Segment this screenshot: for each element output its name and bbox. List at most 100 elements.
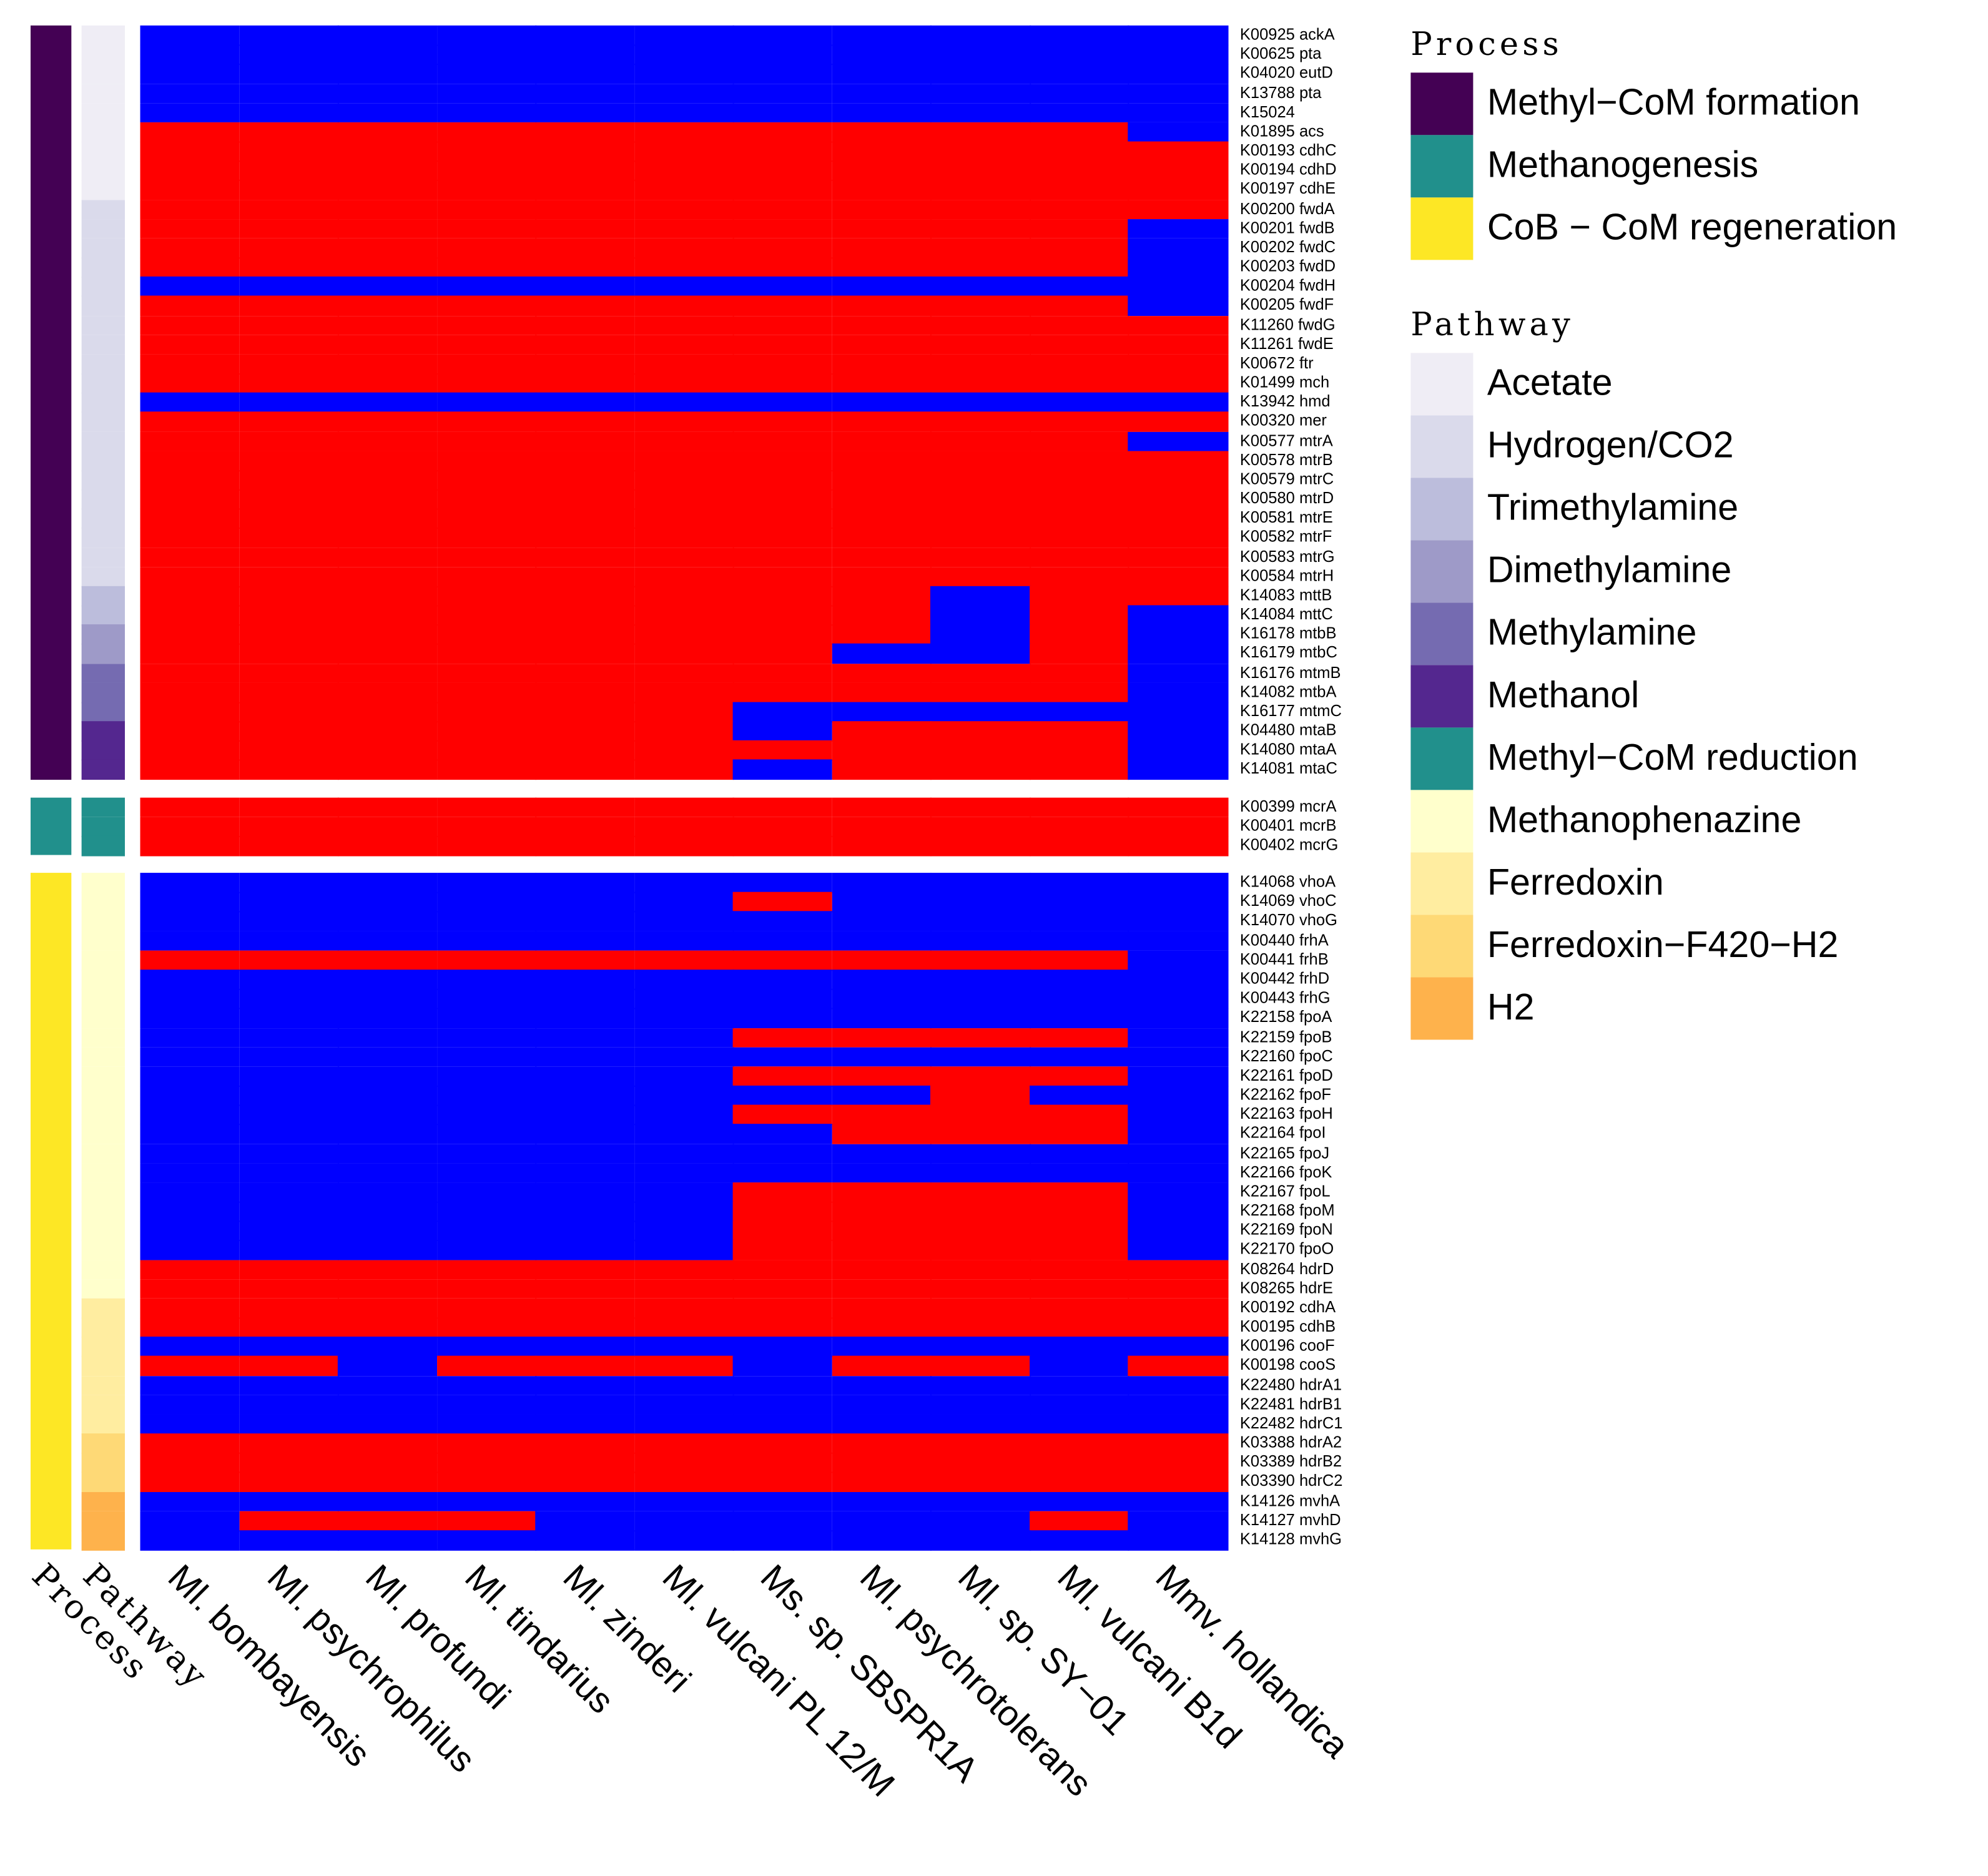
heatmap-cell	[1128, 277, 1228, 297]
heatmap-cell	[634, 911, 734, 932]
heatmap-cell	[436, 682, 536, 703]
pathway-annotation-cell	[81, 931, 125, 951]
heatmap-cell	[338, 644, 438, 664]
heatmap-cell	[1029, 141, 1129, 162]
heatmap-cell	[140, 950, 240, 971]
heatmap-cell	[1029, 1279, 1129, 1299]
row-label: K04020 eutD	[1239, 64, 1333, 82]
heatmap-cell	[338, 721, 438, 742]
legend-swatch	[1410, 478, 1474, 541]
heatmap-cell	[140, 1530, 240, 1551]
heatmap-cell	[634, 373, 734, 394]
heatmap-cell	[1128, 797, 1228, 818]
pathway-annotation-cell	[81, 1240, 125, 1260]
heatmap-cell	[1029, 586, 1129, 606]
heatmap-cell	[1128, 1337, 1228, 1357]
row-label: K00441 frhB	[1239, 950, 1329, 968]
row-label: K00580 mtrD	[1239, 489, 1334, 508]
heatmap-cell	[733, 1124, 833, 1145]
heatmap-cell	[634, 1530, 734, 1551]
heatmap-cell	[140, 315, 240, 336]
heatmap-cell	[1029, 931, 1129, 951]
heatmap-cell	[436, 238, 536, 258]
row-label: K01499 mch	[1239, 373, 1330, 391]
pathway-annotation-cell	[81, 354, 125, 375]
heatmap-cell	[832, 1008, 932, 1029]
heatmap-cell	[1029, 873, 1129, 893]
heatmap-cell	[1128, 1453, 1228, 1473]
row-label: K00196 cooF	[1239, 1337, 1335, 1355]
heatmap-cell	[535, 122, 636, 142]
heatmap-cell	[436, 644, 536, 664]
heatmap-cell	[1029, 1182, 1129, 1202]
process-annotation-cell	[30, 797, 72, 855]
heatmap-cell	[832, 528, 932, 548]
heatmap-cell	[930, 702, 1031, 722]
heatmap-cell	[930, 1066, 1031, 1087]
heatmap-cell	[140, 277, 240, 297]
heatmap-cell	[436, 44, 536, 65]
heatmap-cell	[338, 816, 438, 837]
heatmap-cell	[733, 431, 833, 452]
heatmap-cell	[239, 1356, 339, 1377]
heatmap-cell	[634, 1028, 734, 1048]
pathway-annotation-cell	[81, 950, 125, 971]
heatmap-cell	[930, 469, 1031, 491]
heatmap-cell	[1128, 1279, 1228, 1299]
row-label: K14069 vhoC	[1239, 892, 1337, 910]
heatmap-cell	[239, 412, 339, 433]
heatmap-cell	[338, 1162, 438, 1183]
heatmap-cell	[535, 1414, 636, 1435]
heatmap-cell	[733, 740, 833, 761]
heatmap-cell	[832, 721, 932, 742]
heatmap-cell	[436, 702, 536, 722]
heatmap-cell	[140, 721, 240, 742]
heatmap-cell	[436, 1104, 536, 1126]
heatmap-cell	[1128, 1201, 1228, 1222]
heatmap-cell	[930, 508, 1031, 529]
heatmap-cell	[535, 393, 636, 413]
heatmap-cell	[832, 566, 932, 587]
heatmap-cell	[832, 277, 932, 297]
heatmap-cell	[140, 335, 240, 355]
heatmap-cell	[1029, 431, 1129, 452]
pathway-annotation-cell	[81, 1028, 125, 1048]
heatmap-cell	[338, 1047, 438, 1068]
heatmap-cell	[140, 508, 240, 529]
heatmap-cell	[239, 354, 339, 375]
heatmap-cell	[239, 393, 339, 413]
legend-label: Hydrogen/CO2	[1487, 425, 1734, 467]
heatmap-cell	[930, 1182, 1031, 1202]
row-label: K22163 fpoH	[1239, 1104, 1333, 1123]
heatmap-cell	[930, 989, 1031, 1009]
legend-label: Methyl−CoM formation	[1487, 82, 1860, 124]
heatmap-cell	[140, 1298, 240, 1319]
heatmap-cell	[1128, 450, 1228, 471]
row-label: K00201 fwdB	[1239, 219, 1335, 237]
heatmap-cell	[1029, 450, 1129, 471]
heatmap-cell	[338, 931, 438, 951]
heatmap-cell	[832, 160, 932, 181]
heatmap-cell	[1029, 547, 1129, 567]
heatmap-cell	[140, 1375, 240, 1396]
heatmap-cell	[930, 1201, 1031, 1222]
row-label: K22161 fpoD	[1239, 1066, 1333, 1084]
heatmap-cell	[930, 44, 1031, 65]
heatmap-cell	[1128, 354, 1228, 375]
heatmap-cell	[733, 1085, 833, 1106]
row-label: K11261 fwdE	[1239, 335, 1334, 353]
heatmap-cell	[338, 219, 438, 239]
row-label: K22158 fpoA	[1239, 1008, 1332, 1026]
heatmap-cell	[733, 508, 833, 529]
heatmap-cell	[1128, 122, 1228, 142]
heatmap-cell	[338, 1220, 438, 1241]
heatmap-cell	[634, 412, 734, 433]
heatmap-cell	[338, 624, 438, 645]
heatmap-cell	[1128, 970, 1228, 990]
heatmap-cell	[832, 1220, 932, 1241]
legend-label: Trimethylamine	[1487, 488, 1739, 529]
pathway-annotation-cell	[81, 760, 125, 780]
process-annotation-cell	[30, 25, 72, 780]
heatmap-cell	[436, 1162, 536, 1183]
heatmap-cell	[930, 644, 1031, 664]
